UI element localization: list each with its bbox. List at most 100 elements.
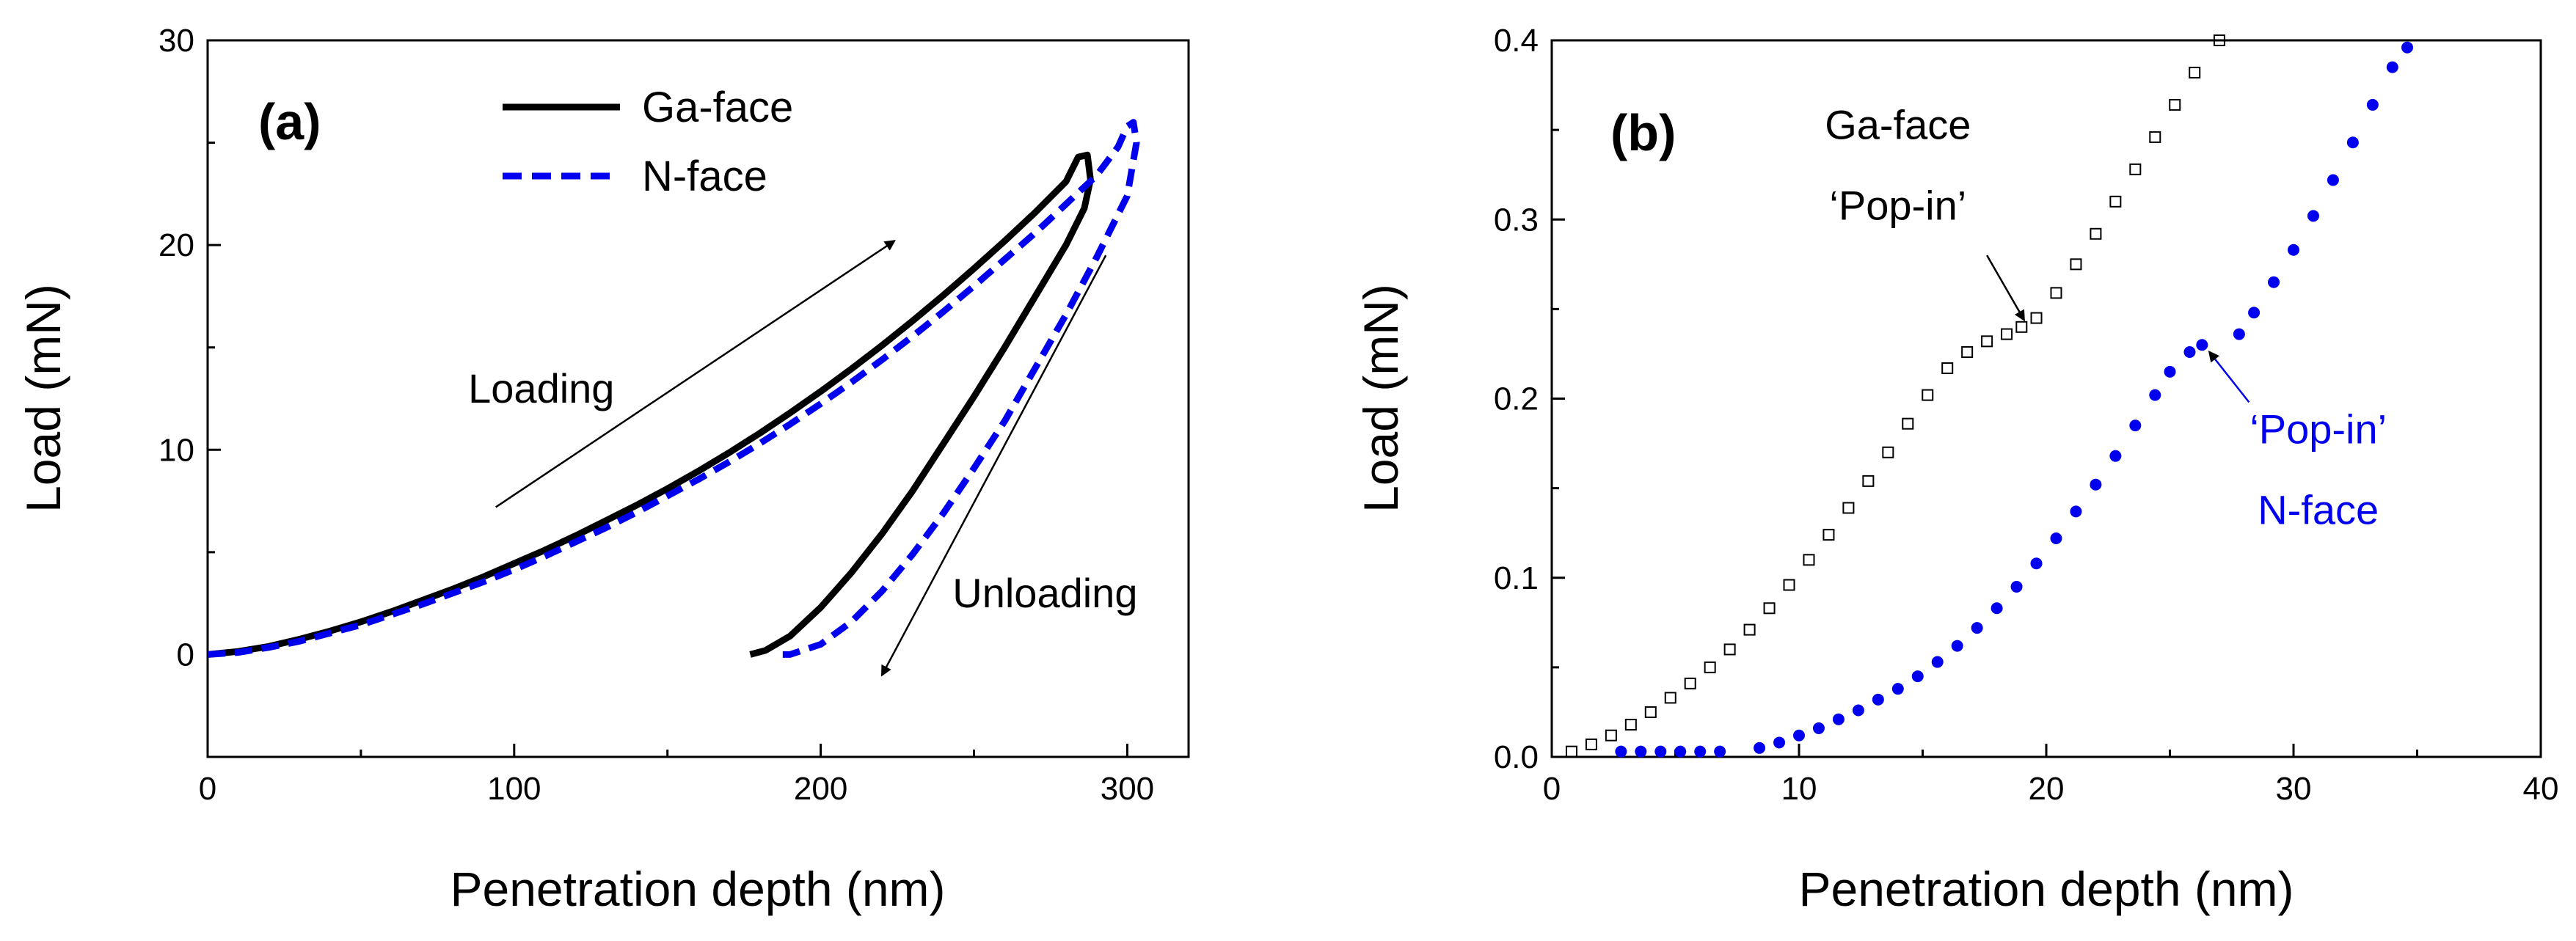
- series-n-face-point: [2149, 389, 2161, 401]
- series-n-face-line: [207, 119, 1140, 658]
- panel-b-annotation-2: ‘Pop-in’: [2250, 406, 2387, 453]
- series-ga-face-point: [1842, 502, 1855, 514]
- series-n-face-point: [1832, 713, 1845, 725]
- series-n-face-point: [1615, 745, 1627, 758]
- series-ga-face-point: [1664, 692, 1676, 704]
- panel-a-0-x-tick-label: 200: [794, 771, 847, 807]
- panel-b-arrow-1: [1986, 255, 2025, 322]
- series-n-face-point: [1991, 602, 2003, 615]
- series-ga-face-point: [2149, 131, 2161, 143]
- series-ga-face-point: [1922, 389, 1934, 401]
- series-n-face-point: [2366, 98, 2379, 111]
- panel-b-1-x-tick-label: 30: [2276, 771, 2312, 807]
- series-n-face-point: [2050, 532, 2062, 545]
- legend-n-face-label: N-face: [642, 153, 767, 200]
- series-n-face-point: [2307, 210, 2319, 222]
- panel-b-1-x-tick-label: 0: [1543, 771, 1561, 807]
- series-ga-face-point: [1644, 706, 1657, 718]
- series-ga-face-point: [1704, 661, 1716, 673]
- legend-ga-face-label: Ga-face: [642, 84, 793, 131]
- series-n-face-point: [2268, 276, 2280, 288]
- series-n-face-point: [2183, 345, 2196, 358]
- series-n-face-point: [1931, 656, 1944, 668]
- series-ga-face-point: [1882, 446, 1894, 458]
- series-n-face-point: [2129, 420, 2142, 432]
- panel-b-pop-in-detail: 0 10 20 30 40 0.0 0.1 0.2 0.3 0.4 Ga-face ‘Pop-in’…: [1354, 23, 2558, 916]
- series-ga-face-point: [2070, 258, 2082, 271]
- series-n-face-point: [1951, 640, 1963, 652]
- series-ga-face-point: [2015, 321, 2028, 333]
- series-ga-face-point: [1624, 719, 1637, 731]
- series-n-face-point: [1812, 722, 1825, 734]
- panel-a-0-y-tick-label: 0: [177, 637, 194, 673]
- series-ga-face-point: [2050, 287, 2062, 299]
- series-ga-face-point: [1585, 738, 1597, 750]
- series-ga-face-point: [2169, 98, 2181, 111]
- series-ga-face-point: [1783, 579, 1795, 591]
- panel-a-annotation-unloading: Unloading: [952, 570, 1137, 616]
- series-n-face-point: [2401, 41, 2414, 54]
- panel-b-y-axis-title: Load (mN): [1354, 284, 1408, 513]
- panel-a-legend: Ga-face N-face: [503, 84, 793, 200]
- series-n-face-point: [1754, 742, 1766, 754]
- panel-b-1-x-tick-label: 20: [2029, 771, 2065, 807]
- series-n-face-point: [1714, 745, 1726, 758]
- series-ga-face-point: [2001, 328, 2013, 340]
- series-ga-face-point: [1961, 345, 1974, 358]
- series-n-face-point: [2233, 328, 2245, 340]
- panel-b-annotation-1: ‘Pop-in’: [1829, 182, 1966, 228]
- panel-a-x-axis-title: Penetration depth (nm): [450, 862, 945, 916]
- series-ga-face-point: [1862, 475, 1875, 487]
- panel-a-plot-frame: [206, 39, 1190, 758]
- series-n-face-point: [2346, 136, 2359, 149]
- panel-b-1-x-tick-label: 10: [1781, 771, 1817, 807]
- series-n-face-point: [2164, 365, 2176, 378]
- series-ga-face-point: [1763, 602, 1776, 615]
- panel-a-load-curves: 0 100 200 300 0 10 20 30 Loading Unloading (a) P…: [16, 23, 1190, 916]
- series-n-face-point: [2070, 505, 2082, 518]
- panel-a-0-x-tick-label: 100: [487, 771, 541, 807]
- series-n-face-point: [2327, 174, 2339, 186]
- panel-a-arrow-unloading: [881, 255, 1107, 677]
- panel-a-0-x-tick-label: 0: [199, 771, 216, 807]
- series-ga-face-line: [207, 151, 1094, 658]
- panel-a-label: (a): [258, 93, 321, 150]
- series-n-face-point: [1793, 729, 1805, 742]
- panel-a-0-y-tick-label: 30: [158, 23, 194, 59]
- series-ga-face-point: [1684, 677, 1696, 689]
- series-ga-face-point: [2090, 227, 2102, 240]
- series-n-face-point: [2090, 478, 2102, 491]
- series-n-face-point: [2288, 244, 2299, 256]
- panel-b-label: (b): [1610, 104, 1676, 161]
- series-ga-face-point: [1822, 529, 1835, 541]
- panel-b-1-y-tick-label: 0.0: [1494, 739, 1539, 775]
- series-n-face-point: [1674, 745, 1687, 758]
- panel-a-y-axis-title: Load (mN): [16, 284, 70, 513]
- series-ga-face-point: [1902, 417, 1914, 430]
- series-ga-face-point: [2213, 34, 2225, 46]
- series-ga-face-point: [1941, 362, 1954, 374]
- panel-b-x-axis-title: Penetration depth (nm): [1798, 862, 2294, 916]
- series-n-face-point: [1635, 745, 1647, 758]
- series-ga-face-point: [1743, 623, 1756, 636]
- series-n-face-point: [1891, 683, 1904, 695]
- panel-b-plot-frame: [1550, 39, 2542, 758]
- series-ga-face-point: [2129, 163, 2142, 175]
- series-n-face-point: [1852, 704, 1864, 717]
- series-ga-face-point: [1605, 729, 1617, 742]
- panel-a-0-y-tick-label: 20: [158, 227, 194, 263]
- panel-a-arrow-loading: [495, 240, 896, 508]
- panel-b-1-x-tick-label: 40: [2523, 771, 2559, 807]
- series-n-face-point: [1694, 745, 1707, 758]
- series-ga-face-point: [1723, 643, 1736, 656]
- panel-b-annotation-3: N-face: [2258, 486, 2379, 532]
- series-ga-face-point: [1803, 554, 1815, 566]
- panel-b-annotation-0: Ga-face: [1825, 101, 1971, 147]
- series-n-face-point: [2010, 580, 2023, 593]
- series-ga-face-point: [1981, 335, 1993, 348]
- panel-b-1-y-tick-label: 0.2: [1494, 381, 1539, 417]
- panel-b-arrow-2: [2208, 351, 2250, 403]
- panel-b-1-y-tick-label: 0.1: [1494, 560, 1539, 596]
- series-ga-face-point: [1565, 745, 1577, 758]
